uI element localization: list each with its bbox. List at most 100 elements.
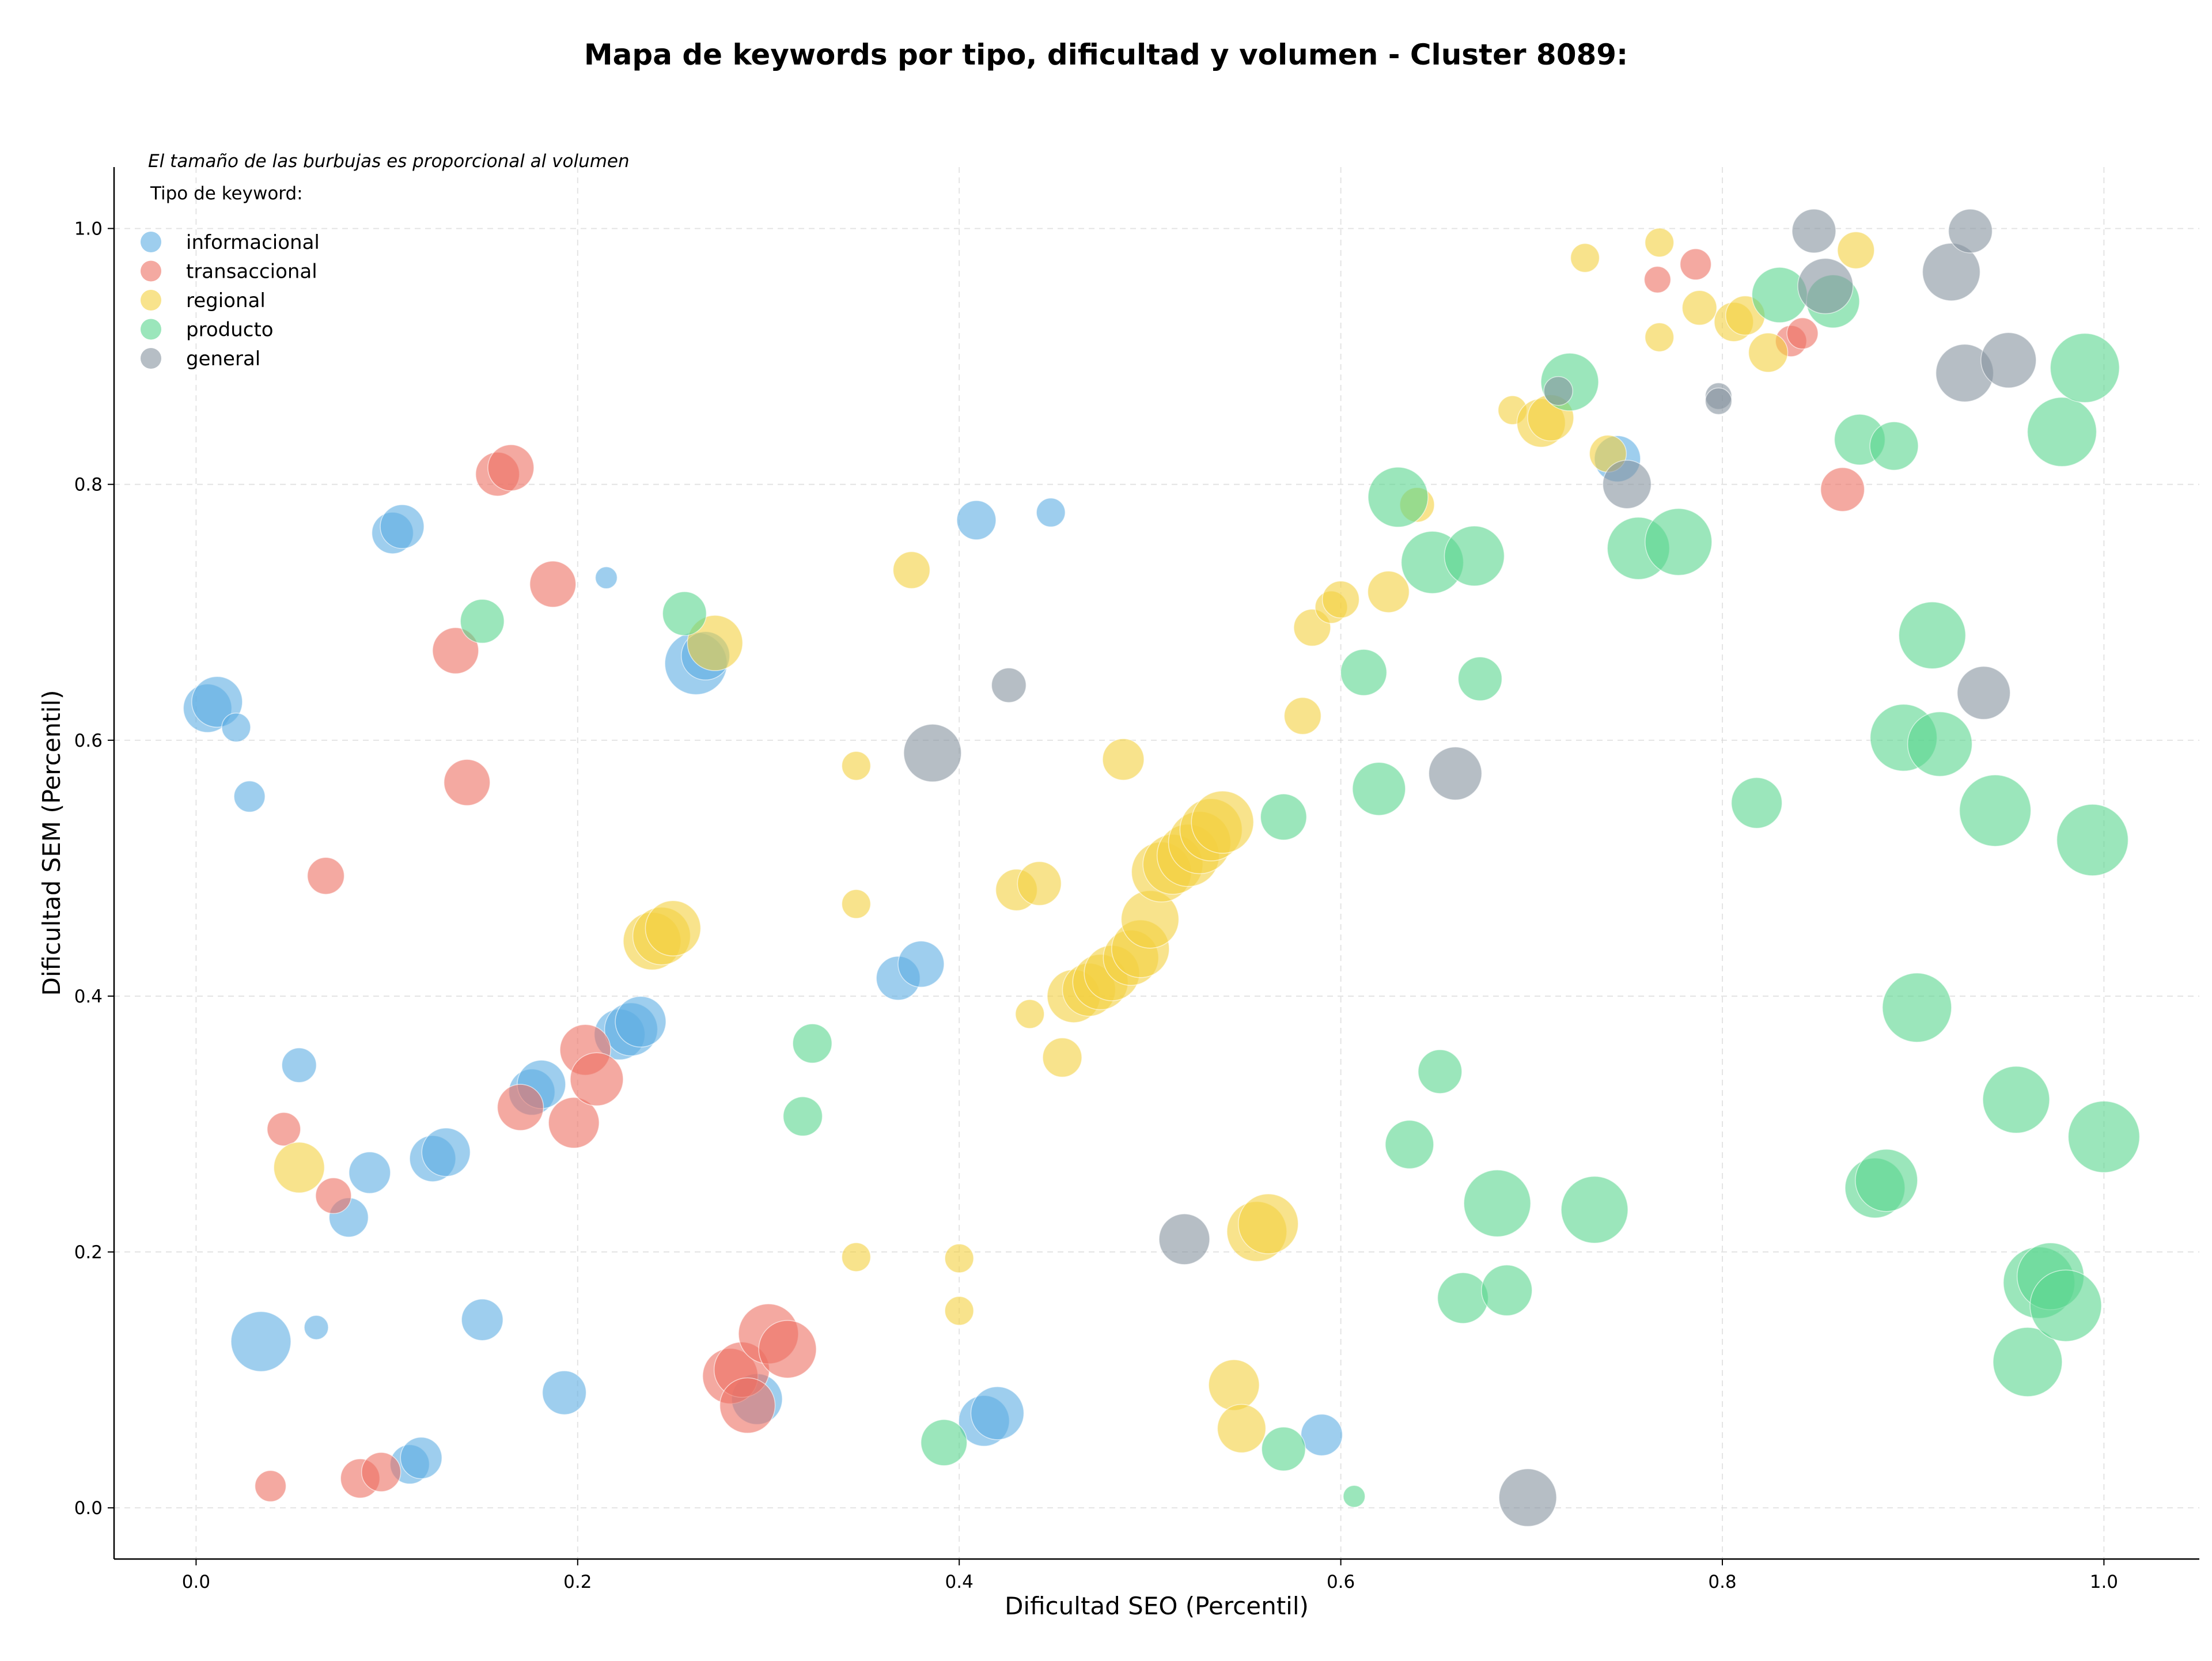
bubble-regional [1208, 1359, 1260, 1411]
bubble-informacional [461, 1299, 503, 1341]
bubble-transaccional [1679, 248, 1712, 281]
bubble-transaccional [719, 1377, 776, 1434]
legend-marker-transaccional [141, 260, 161, 282]
bubble-informacional [304, 1315, 329, 1340]
bubble-transaccional [1643, 266, 1672, 294]
bubble-regional [1191, 790, 1255, 854]
y-tick-label: 0.4 [74, 986, 103, 1007]
bubble-general [991, 667, 1027, 703]
bubble-producto [1352, 762, 1406, 816]
chart-title: Mapa de keywords por tipo, dificultad y … [584, 38, 1628, 71]
legend-marker-producto [141, 319, 161, 340]
bubble-producto [1340, 649, 1388, 696]
bubble-general [1498, 1468, 1557, 1527]
bubble-general [1705, 387, 1733, 415]
bubble-transaccional [1786, 317, 1819, 350]
bubble-informacional [421, 1127, 471, 1177]
y-axis-label: Dificultad SEM (Percentil) [37, 690, 66, 996]
bubble-transaccional [758, 1320, 817, 1379]
bubble-transaccional [529, 561, 577, 608]
bubble-producto [2027, 396, 2097, 467]
bubble-regional [1570, 243, 1600, 273]
bubble-regional [1015, 999, 1045, 1029]
y-tick-label: 0.2 [74, 1242, 103, 1263]
bubble-producto [2050, 332, 2120, 403]
grid-lines [114, 167, 2199, 1559]
legend-label-general: general [186, 347, 260, 370]
bubble-producto [920, 1419, 968, 1466]
bubble-regional [841, 889, 872, 919]
bubble-transaccional [267, 1112, 301, 1147]
bubble-general [1602, 459, 1652, 509]
bubble-transaccional [548, 1097, 600, 1149]
bubble-producto [1457, 656, 1503, 701]
bubble-producto [1882, 973, 1952, 1043]
bubble-transaccional [432, 627, 479, 675]
bubble-informacional [541, 1370, 587, 1416]
bubble-regional [1042, 1037, 1082, 1078]
y-tick-label: 0.6 [74, 731, 103, 751]
bubble-general [1948, 209, 1993, 253]
bubble-general [1543, 376, 1573, 406]
bubble-informacional [221, 712, 251, 743]
bubble-transaccional [487, 444, 535, 491]
bubble-producto [662, 591, 707, 636]
bubble-size-note: El tamaño de las burbujas es proporciona… [148, 151, 630, 172]
bubble-producto [1959, 774, 2032, 847]
bubble-producto [1418, 1049, 1463, 1094]
bubble-general [1158, 1213, 1210, 1265]
bubble-regional [1283, 697, 1322, 735]
data-points [183, 209, 2141, 1527]
bubble-regional [1017, 861, 1062, 906]
bubble-regional [1681, 290, 1718, 326]
bubble-regional [273, 1141, 325, 1194]
legend-title: Tipo de keyword: [150, 183, 303, 204]
bubble-transaccional [306, 857, 345, 895]
bubble-producto [1982, 1066, 2050, 1134]
bubble-transaccional [1820, 467, 1865, 512]
bubble-general [1922, 243, 1981, 301]
bubble-producto [1437, 1272, 1489, 1324]
bubble-regional [841, 751, 872, 781]
bubble-producto [1898, 601, 1967, 669]
legend-label-regional: regional [186, 289, 266, 312]
bubble-informacional [970, 1386, 1025, 1440]
bubble-regional [1217, 1403, 1267, 1454]
bubble-transaccional [254, 1470, 287, 1503]
legend-label-transaccional: transaccional [186, 260, 317, 283]
bubble-regional [944, 1243, 974, 1273]
bubble-informacional [897, 940, 945, 988]
bubble-producto [1869, 421, 1919, 471]
bubble-producto [460, 599, 505, 644]
legend-marker-regional [141, 290, 161, 311]
bubble-producto [1993, 1327, 2063, 1397]
bubble-regional [1321, 580, 1360, 619]
bubble-transaccional [361, 1452, 402, 1492]
bubble-producto [782, 1096, 823, 1137]
bubble-regional [1367, 570, 1410, 613]
bubble-transaccional [497, 1084, 544, 1131]
bubble-regional [944, 1296, 974, 1326]
bubble-regional [1644, 322, 1675, 353]
bubble-regional [892, 551, 931, 589]
bubble-producto [1261, 1427, 1306, 1471]
bubble-regional [687, 615, 744, 671]
bubble-general [1797, 258, 1854, 315]
legend-label-producto: producto [186, 319, 274, 342]
x-tick-label: 0.6 [1327, 1572, 1355, 1592]
bubble-informacional [1036, 497, 1066, 528]
bubble-regional [841, 1242, 872, 1272]
bubble-producto [1645, 508, 1713, 576]
bubble-general [1956, 665, 2011, 720]
bubble-producto [792, 1023, 832, 1064]
bubble-regional [1644, 228, 1675, 258]
bubble-regional [1238, 1193, 1299, 1254]
bubble-transaccional [315, 1177, 352, 1214]
x-tick-label: 1.0 [2090, 1572, 2118, 1592]
bubble-producto [2029, 1269, 2102, 1342]
x-ticks: 0.0 0.2 0.4 0.6 0.8 1.0 [182, 1559, 2118, 1592]
legend: Tipo de keyword: informacional transaccio… [141, 183, 320, 370]
bubble-producto [2067, 1100, 2141, 1173]
bubble-producto [1480, 1264, 1533, 1316]
